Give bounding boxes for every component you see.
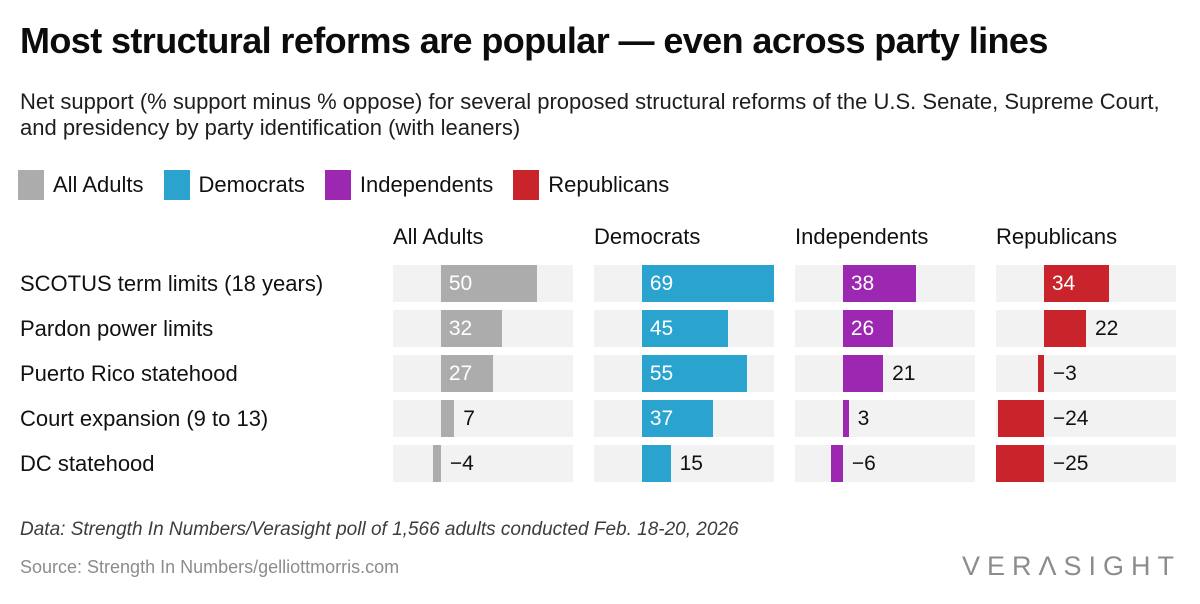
bar-value-label: 21 [892, 362, 916, 385]
column-header: Republicans [996, 224, 1118, 249]
bar-track: 26 [795, 310, 975, 347]
bar-value-label: 37 [649, 407, 674, 430]
bar [997, 400, 1044, 437]
legend-swatch-icon [18, 170, 44, 200]
bar [831, 445, 843, 482]
bar [641, 265, 774, 302]
legend-item: Democrats [163, 170, 305, 200]
bar [641, 310, 729, 347]
legend-item: Republicans [513, 170, 669, 200]
bar-value-label: 55 [649, 362, 674, 385]
legend: All Adults Democrats Independents Republica… [18, 170, 669, 200]
column-header: All Adults [393, 224, 484, 249]
bar [1043, 265, 1109, 302]
bar-track: 27 [393, 355, 573, 392]
bar-track: 22 [996, 310, 1176, 347]
bar-value-label: −24 [1052, 407, 1089, 430]
bar-value-label: −4 [449, 452, 474, 475]
bar-track: 15 [594, 445, 774, 482]
bar-track: 45 [594, 310, 774, 347]
row-label: SCOTUS term limits (18 years) [20, 271, 324, 296]
legend-item: Independents [324, 170, 494, 200]
bar-value-label: 26 [850, 317, 875, 340]
legend-swatch-icon [163, 170, 190, 200]
bar [842, 265, 916, 302]
bar-value-label: 50 [448, 272, 473, 295]
bar-value-label: 45 [649, 317, 674, 340]
bar-value-label: 7 [463, 407, 475, 430]
bar-value-label: 3 [857, 407, 870, 430]
bar [440, 400, 455, 437]
bar-value-label: 38 [850, 272, 875, 295]
legend-swatch-icon [324, 170, 351, 200]
bar-value-label: −25 [1052, 452, 1089, 475]
bar-value-label: −6 [851, 452, 876, 475]
bar [1043, 310, 1086, 347]
legend-label: All Adults [53, 172, 144, 197]
bar [842, 355, 884, 392]
bar [641, 355, 748, 392]
bar [996, 445, 1044, 482]
bar [1038, 355, 1044, 392]
column-header: Democrats [594, 224, 701, 249]
bar-track: −6 [795, 445, 975, 482]
bar-chart: All Adults Democrats Independents Republica… [20, 224, 1176, 482]
bar-track: −3 [996, 355, 1176, 392]
bar-track: 55 [594, 355, 774, 392]
bar-track: 7 [393, 400, 573, 437]
bar [641, 445, 671, 482]
bar-track: −25 [996, 445, 1176, 482]
row-label: Puerto Rico statehood [20, 361, 238, 386]
source-note: Source: Strength In Numbers/gelliottmorr… [20, 557, 400, 577]
bar-track: 3 [795, 400, 975, 437]
row-label: Court expansion (9 to 13) [20, 406, 269, 431]
row-label: Pardon power limits [20, 316, 214, 341]
legend-label: Republicans [548, 172, 670, 197]
bar-track: 38 [795, 265, 975, 302]
bar-track: 21 [795, 355, 975, 392]
verasight-logo: VERΛSIGHT [961, 551, 1181, 581]
bar [842, 310, 893, 347]
legend-label: Independents [359, 172, 494, 197]
legend-swatch-icon [513, 170, 540, 200]
bar-track: 37 [594, 400, 774, 437]
bar-track: −24 [996, 400, 1176, 437]
bar-value-label: 15 [679, 452, 703, 475]
header-corner-spacer [20, 227, 372, 257]
bar-value-label: 27 [448, 362, 473, 385]
legend-label: Democrats [198, 172, 305, 197]
bar [433, 445, 441, 482]
bar-value-label: 22 [1095, 317, 1119, 340]
bar-track: 69 [594, 265, 774, 302]
row-label: DC statehood [20, 451, 155, 476]
bar-value-label: 69 [649, 272, 674, 295]
bar-value-label: 34 [1051, 272, 1076, 295]
chart-title: Most structural reforms are popular — ev… [20, 20, 1048, 61]
bar-value-label: −3 [1052, 362, 1077, 385]
chart-subtitle: Net support (% support minus % oppose) f… [20, 89, 1160, 140]
bar-value-label: 32 [448, 317, 473, 340]
bar [842, 400, 849, 437]
bar [440, 355, 493, 392]
column-header: Independents [795, 224, 929, 249]
data-note: Data: Strength In Numbers/Verasight poll… [20, 519, 739, 540]
bar [440, 265, 537, 302]
legend-item: All Adults [18, 170, 144, 200]
bar-track: 50 [393, 265, 573, 302]
bar-track: 32 [393, 310, 573, 347]
bar-track: 34 [996, 265, 1176, 302]
bar-track: −4 [393, 445, 573, 482]
bar [641, 400, 713, 437]
bar [440, 310, 503, 347]
